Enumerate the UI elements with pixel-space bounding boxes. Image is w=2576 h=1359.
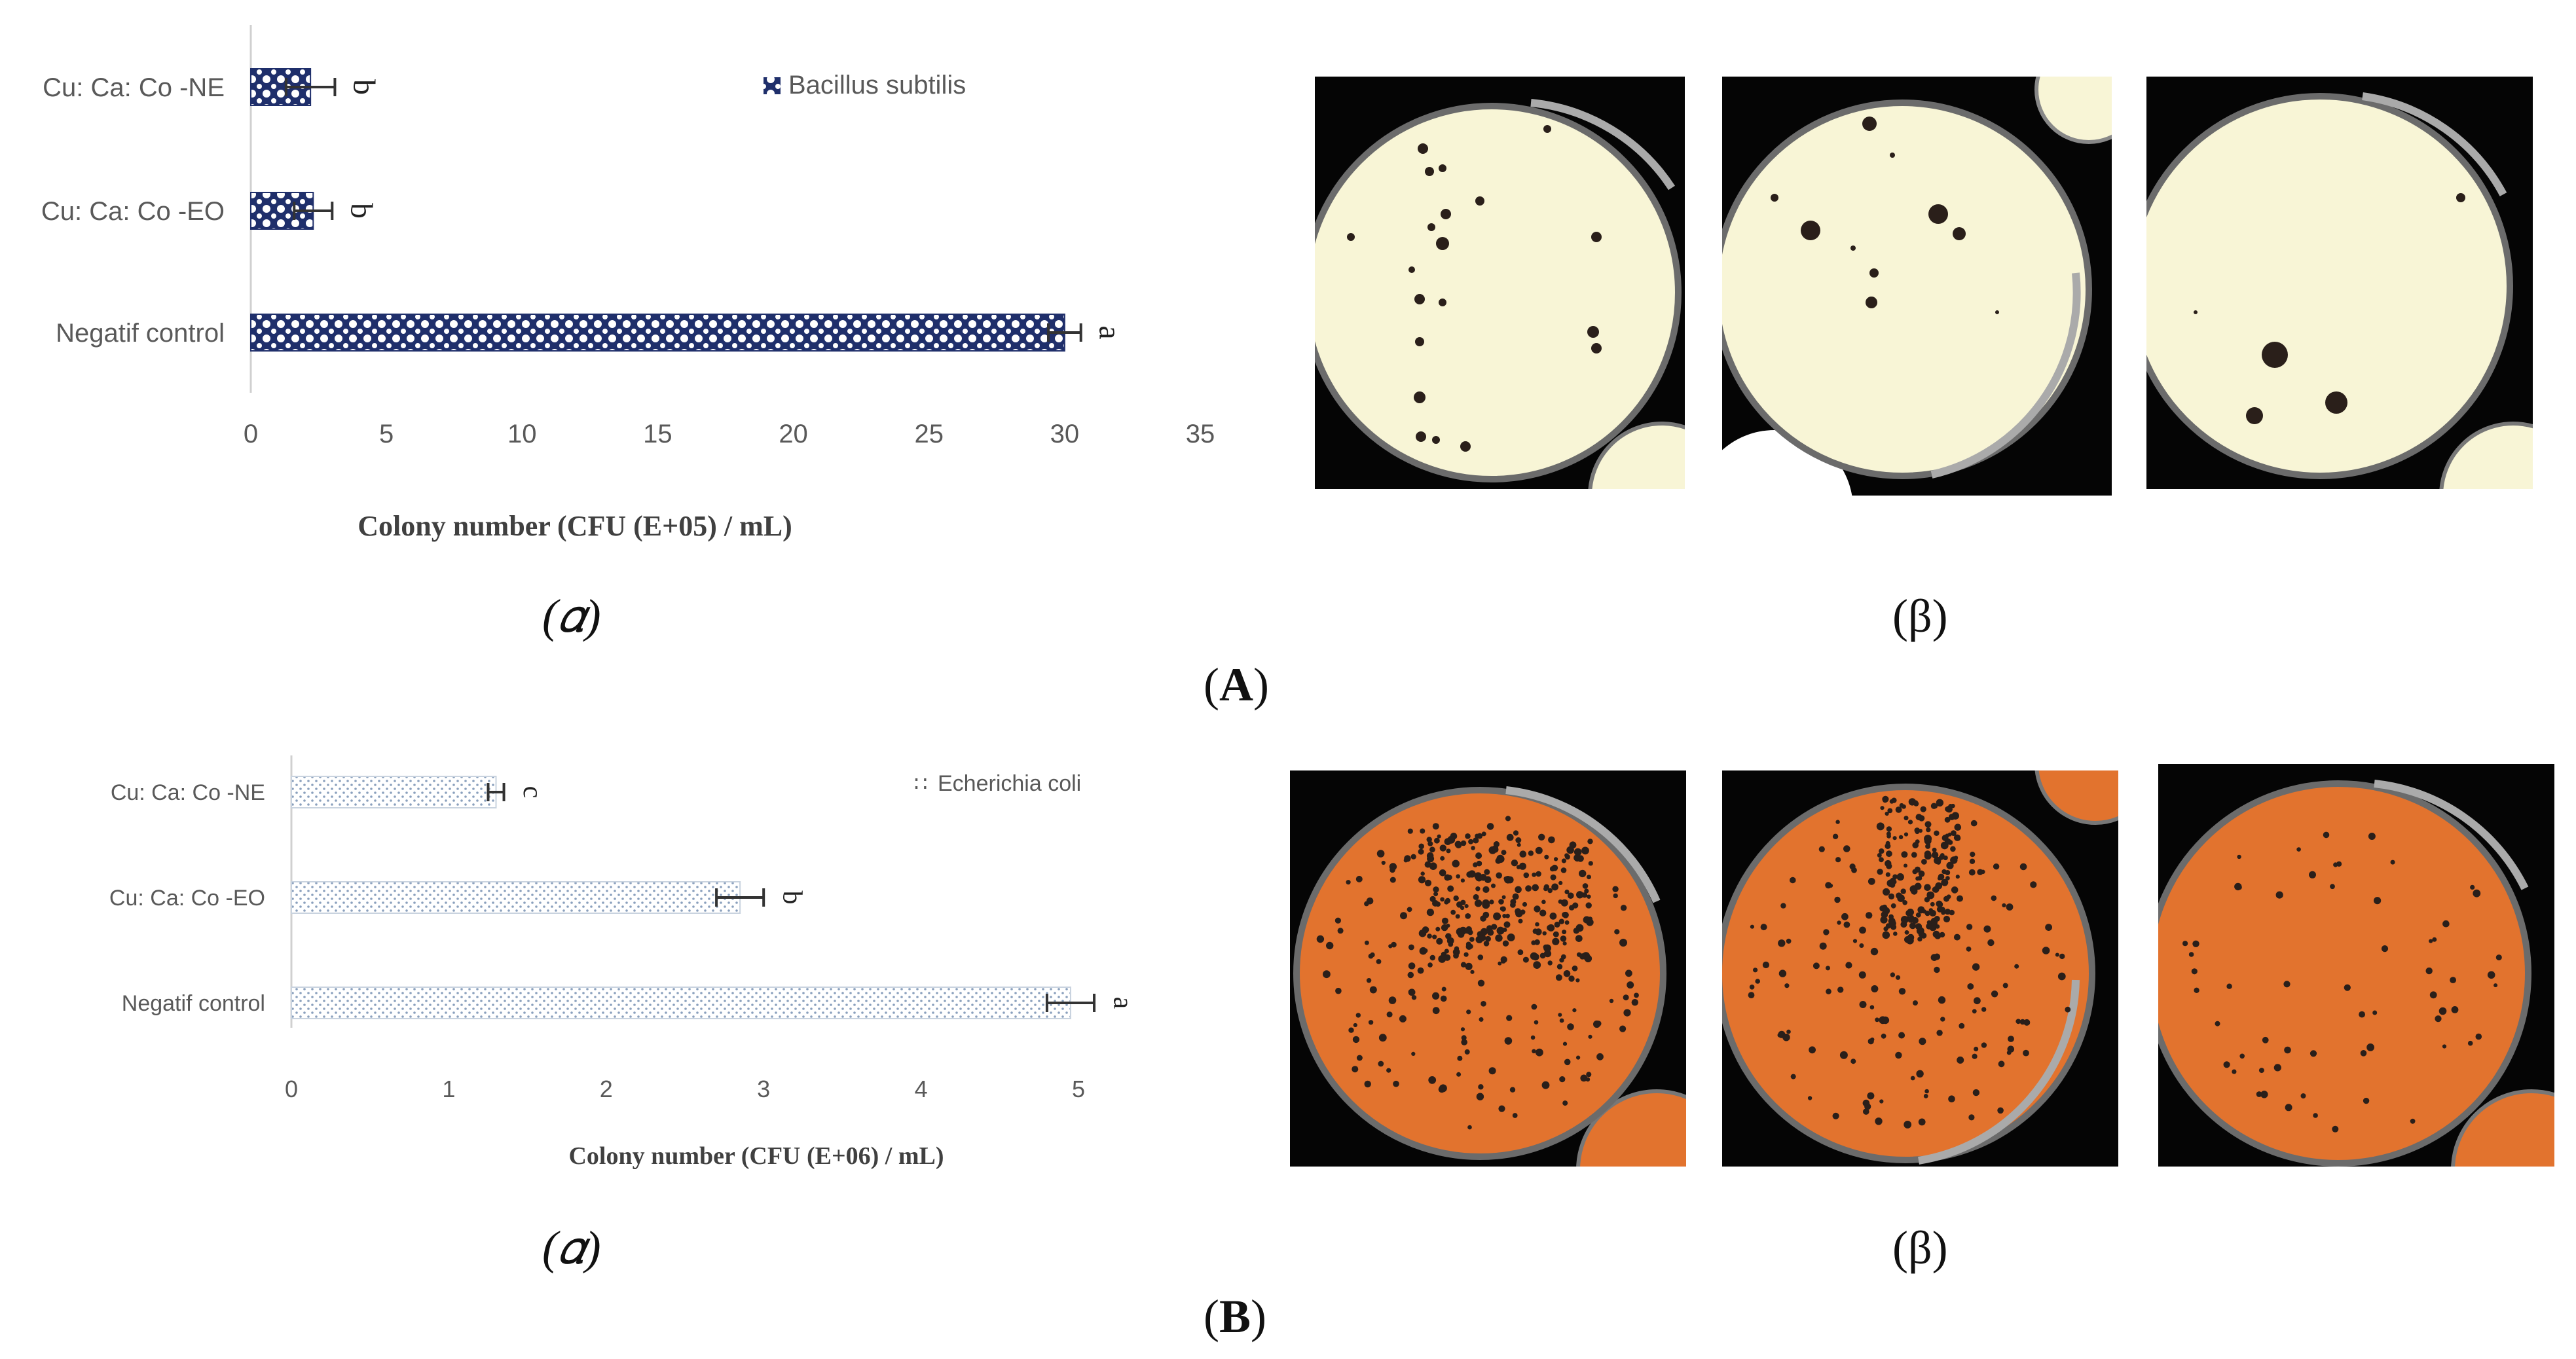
x-tick-label: 0 (285, 1076, 298, 1102)
caption-panel-b: (B) (1204, 1290, 1266, 1343)
significance-letter: b (777, 891, 807, 905)
caption-beta-b: (β) (1892, 1222, 1948, 1274)
legend-swatch (764, 77, 781, 94)
x-tick-label: 25 (914, 420, 944, 448)
x-tick-label: 4 (915, 1076, 928, 1102)
chart-b-ecoli: Cu: Ca: Co -NE Cu: Ca: Co -EO Negatif cont… (109, 755, 1137, 1170)
x-tick-label: 35 (1186, 420, 1215, 448)
caption-panel-a: (A) (1204, 659, 1269, 711)
x-tick-label: 15 (643, 420, 672, 448)
petri-dish-photo-a3 (2146, 77, 2533, 489)
x-axis-title: Colony number (CFU (E+06) / mL) (568, 1142, 944, 1170)
x-tick-label: 10 (507, 420, 537, 448)
x-tick-label: 20 (779, 420, 808, 448)
petri-dish-photo-b1 (1290, 770, 1686, 1167)
x-tick-label: 2 (600, 1076, 613, 1102)
panel-a-letter: A (1219, 659, 1253, 711)
x-tick-label: 3 (757, 1076, 770, 1102)
significance-letter: a (1107, 997, 1137, 1009)
x-axis-title: Colony number (CFU (E+05) / mL) (358, 510, 792, 542)
category-label: Negatif control (122, 991, 265, 1016)
chart-a-bacillus: Cu: Ca: Co -NE Cu: Ca: Co -EO Negatif cont… (41, 25, 1215, 542)
petri-dish-photo-b2 (1722, 770, 2118, 1167)
bar (291, 776, 497, 808)
bar (291, 987, 1071, 1019)
legend-marker: ∷ (914, 772, 927, 795)
x-tick-label: 0 (244, 420, 258, 448)
petri-dish-photo-a2 (1722, 77, 2112, 496)
petri-dish-photo-a1 (1315, 77, 1685, 489)
petri-dish-photo-b3 (2158, 764, 2554, 1167)
category-label: Cu: Ca: Co -NE (43, 73, 225, 102)
significance-letter: a (1093, 325, 1128, 339)
bar (250, 314, 1065, 352)
caption-alpha-b: (𝛼) (542, 1222, 601, 1274)
significance-letter: c (517, 786, 547, 799)
x-tick-label: 1 (442, 1076, 455, 1102)
x-tick-label: 5 (379, 420, 394, 448)
category-label: Cu: Ca: Co -EO (109, 886, 265, 911)
category-label: Cu: Ca: Co -NE (111, 780, 265, 805)
x-tick-label: 30 (1050, 420, 1080, 448)
bar (291, 881, 741, 914)
panel-b-letter: B (1219, 1290, 1251, 1343)
category-label: Cu: Ca: Co -EO (41, 197, 225, 226)
caption-beta-a: (β) (1892, 590, 1948, 642)
legend-label: Echerichia coli (938, 771, 1081, 796)
category-label: Negatif control (56, 319, 225, 348)
significance-letter: b (346, 79, 381, 95)
significance-letter: b (344, 203, 378, 219)
caption-alpha-a: (𝛼) (542, 590, 601, 642)
legend-label: Bacillus subtilis (788, 71, 966, 100)
x-tick-label: 5 (1072, 1076, 1085, 1102)
